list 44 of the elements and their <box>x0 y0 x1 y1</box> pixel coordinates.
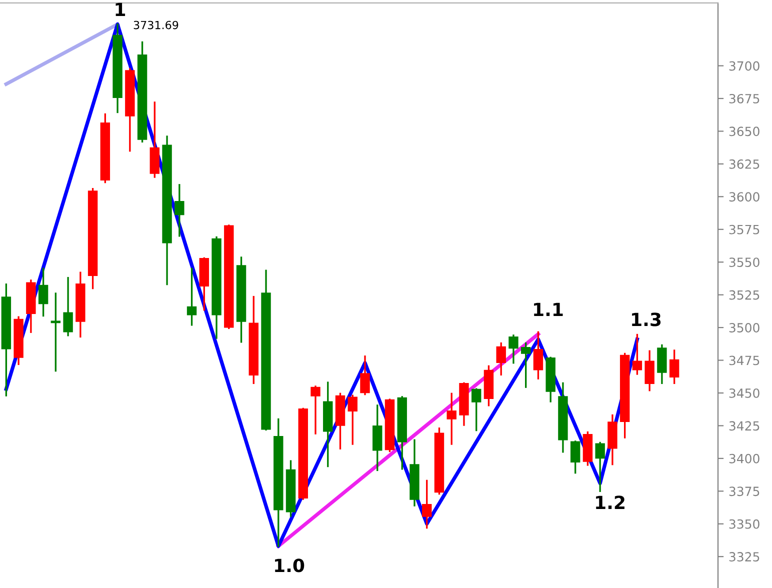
y-tick-label: 3700 <box>729 61 760 71</box>
y-tick-label: 3575 <box>729 224 760 234</box>
annotation: 3731.69 <box>134 20 178 30</box>
candlestick <box>496 342 506 376</box>
annotation: 1 <box>116 2 126 16</box>
y-tick-label: 3325 <box>729 552 760 562</box>
annotation: 1.3 <box>632 312 661 326</box>
y-tick-label: 3375 <box>729 486 760 496</box>
candlestick <box>50 292 61 372</box>
annotation: 1.1 <box>534 302 563 316</box>
candlestick <box>63 276 73 336</box>
candlestick <box>422 480 432 529</box>
candlestick <box>38 268 48 317</box>
candlestick <box>669 350 680 384</box>
y-tick-label: 3475 <box>729 356 760 366</box>
candlestick <box>595 442 605 492</box>
y-tick-label: 3450 <box>729 388 760 398</box>
y-tick-label: 3675 <box>729 94 760 104</box>
candlestick <box>471 388 482 432</box>
y-tick-label: 3625 <box>729 159 760 169</box>
y-tick-label: 3525 <box>729 290 760 300</box>
y-tick-label: 3550 <box>729 258 760 268</box>
y-tick-label: 3400 <box>729 454 760 464</box>
annotation: 1.2 <box>596 496 624 509</box>
candlestick <box>174 184 184 237</box>
y-tick-label: 3500 <box>729 323 760 332</box>
candlestick <box>186 268 197 326</box>
candlestick <box>520 342 531 388</box>
candlestick <box>533 331 544 380</box>
candlestick <box>348 394 358 445</box>
candlestick <box>310 386 320 434</box>
y-tick-label: 3650 <box>729 126 760 136</box>
candlestick <box>632 334 642 375</box>
y-tick-label: 3425 <box>729 421 760 431</box>
candlestick <box>360 355 370 396</box>
y-tick-label: 3600 <box>729 192 760 202</box>
y-tick-label: 3350 <box>729 519 760 529</box>
candlestick <box>372 404 382 472</box>
candlestick <box>508 334 518 364</box>
candlestick <box>644 350 654 392</box>
candlestick <box>446 392 456 445</box>
candlestick <box>657 344 667 384</box>
candlestick <box>570 440 580 474</box>
annotation: 1.0 <box>275 558 304 572</box>
